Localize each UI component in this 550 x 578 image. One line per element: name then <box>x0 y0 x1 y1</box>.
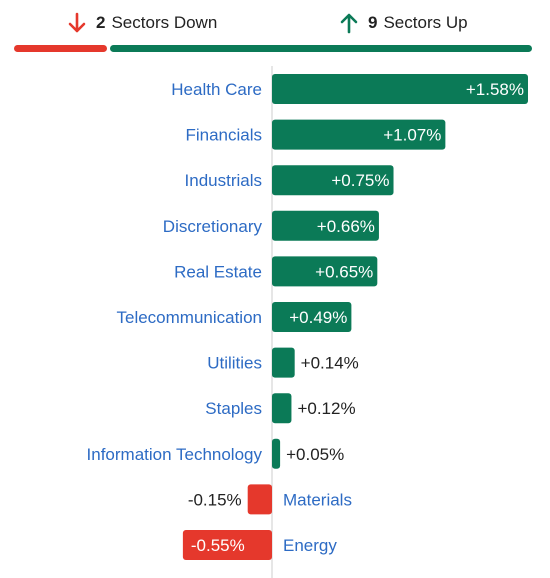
value-label-1: +1.07% <box>383 126 441 145</box>
sectors-down-summary: 2 Sectors Down <box>68 12 217 34</box>
bar-8 <box>272 438 281 469</box>
category-label-2: Industrials <box>185 171 262 190</box>
sectors-up-summary: 9 Sectors Up <box>340 12 468 34</box>
value-label-9: -0.15% <box>188 490 242 509</box>
breadth-bar-down <box>14 45 107 52</box>
bar-4 <box>272 256 378 287</box>
category-label-6: Utilities <box>207 354 262 373</box>
value-label-10: -0.55% <box>191 536 245 555</box>
bar-9 <box>247 484 272 515</box>
value-label-7: +0.12% <box>297 399 355 418</box>
bar-10 <box>182 530 272 560</box>
value-label-3: +0.66% <box>317 217 375 236</box>
bar-7 <box>272 393 292 424</box>
category-label-1: Financials <box>185 126 262 145</box>
arrow-down-icon <box>68 12 86 33</box>
sectors-down-count: 2 <box>96 13 106 32</box>
category-label-3: Discretionary <box>163 217 263 236</box>
value-label-6: +0.14% <box>301 354 359 373</box>
breadth-bar-up <box>109 45 532 52</box>
value-label-2: +0.75% <box>331 171 389 190</box>
breadth-bar <box>14 45 532 52</box>
value-label-5: +0.49% <box>289 308 347 327</box>
sector-summary: 2 Sectors Down 9 Sectors Up <box>14 0 532 56</box>
bar-5 <box>272 302 352 332</box>
category-label-4: Real Estate <box>174 262 262 281</box>
category-label-10: Energy <box>283 536 337 555</box>
category-label-0: Health Care <box>171 80 262 99</box>
category-label-7: Staples <box>205 399 262 418</box>
bar-3 <box>272 210 379 241</box>
sectors-up-label: Sectors Up <box>383 13 468 32</box>
category-label-5: Telecommunication <box>116 308 262 327</box>
bar-6 <box>272 347 295 378</box>
value-label-0: +1.58% <box>466 80 524 99</box>
arrow-up-icon <box>340 13 358 34</box>
bar-0 <box>272 74 528 104</box>
value-label-4: +0.65% <box>315 262 373 281</box>
sectors-up-count: 9 <box>368 13 378 32</box>
bar-2 <box>272 165 394 196</box>
bar-1 <box>272 119 446 150</box>
value-label-8: +0.05% <box>286 445 344 464</box>
sectors-down-label: Sectors Down <box>111 13 218 32</box>
category-label-9: Materials <box>283 490 352 509</box>
category-label-8: Information Technology <box>87 445 263 464</box>
